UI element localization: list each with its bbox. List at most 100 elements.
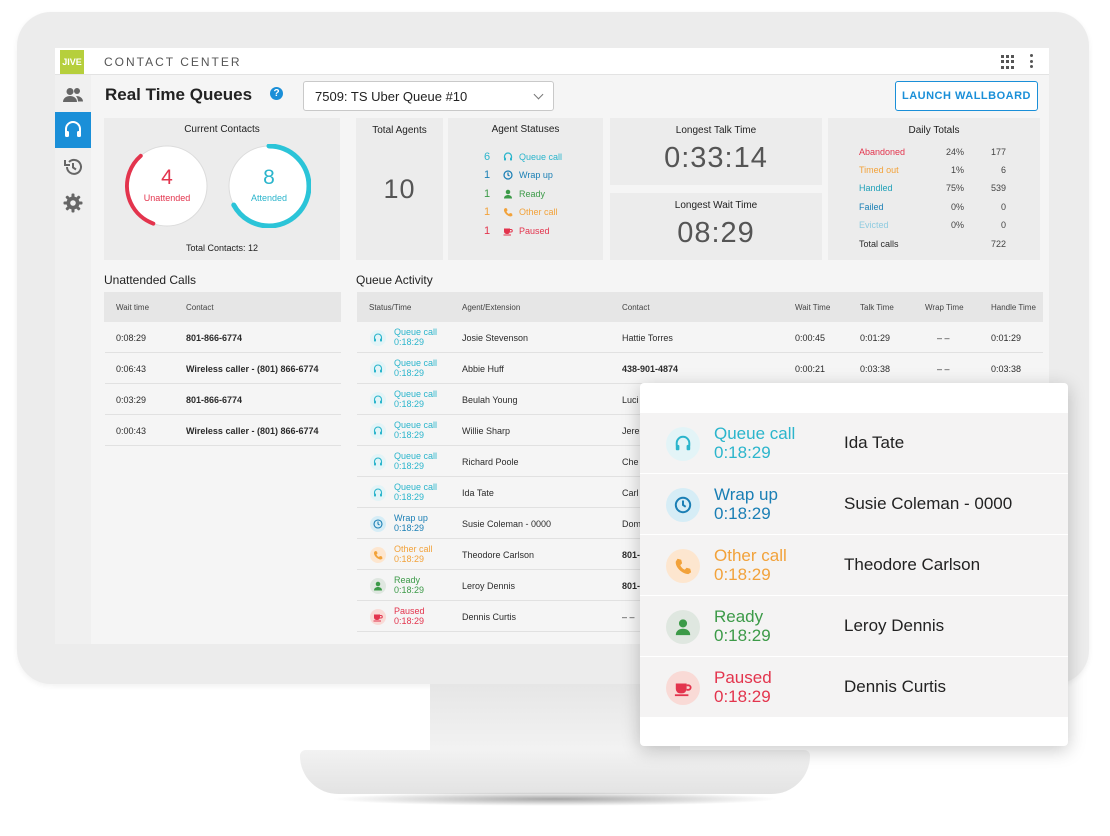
clock-icon [370, 516, 386, 532]
phone-icon [666, 549, 700, 583]
coffee-icon [503, 228, 513, 236]
status-name: Queue call [394, 451, 438, 461]
wait-time: 0:03:29 [116, 395, 147, 405]
col-wait-time[interactable]: Wait time [116, 303, 150, 312]
agent-statuses-card: Agent Statuses 6 Queue call 1 Wrap up 1 … [448, 118, 603, 260]
agent-name: Abbie Huff [462, 364, 504, 374]
daily-handled-row: Handled 75% 539 [828, 183, 1040, 197]
status-label: Queue call [519, 152, 563, 162]
agent-name: Dennis Curtis [462, 612, 517, 622]
agent-name: Theodore Carlson [462, 550, 535, 560]
wait-time: 0:06:43 [116, 364, 147, 374]
daily-total-label: Total calls [859, 239, 899, 249]
sidebar [55, 75, 91, 644]
col-wait-time[interactable]: Wait Time [795, 303, 831, 312]
contact: Luci [622, 395, 639, 405]
unattended-row[interactable]: 0:08:29 801-866-6774 [105, 322, 341, 353]
daily-count: 6 [1000, 165, 1006, 175]
status-name: Queue call [394, 327, 438, 337]
page-title: Real Time Queues [105, 85, 253, 104]
more-vertical-icon[interactable] [1030, 54, 1034, 68]
agent-name: Susie Coleman - 0000 [462, 519, 552, 529]
status-time: 0:18:29 [714, 504, 771, 523]
sidebar-item-settings[interactable] [55, 185, 91, 221]
headset-icon [370, 454, 386, 470]
main-content: Real Time Queues ? 7509: TS Uber Queue #… [91, 75, 1049, 644]
sidebar-item-queues[interactable] [55, 112, 91, 148]
handle-time: 0:01:29 [991, 333, 1022, 343]
status-other-call: 1 Other call [448, 206, 598, 220]
help-icon[interactable]: ? [270, 87, 283, 100]
status-time: 0:18:29 [714, 687, 771, 706]
status-count: 6 [483, 151, 491, 163]
col-contact[interactable]: Contact [186, 303, 214, 312]
agent-name: Ida Tate [462, 488, 494, 498]
sidebar-item-history[interactable] [55, 149, 91, 185]
unattended-table-header: Wait time Contact [104, 292, 341, 322]
zoomed-status-row[interactable]: Queue call 0:18:29 Ida Tate [640, 413, 1068, 473]
daily-count: 0 [1000, 220, 1006, 230]
status-name: Paused [714, 668, 772, 687]
unattended-row[interactable]: 0:03:29 801-866-6774 [105, 384, 341, 415]
longest-wait-title: Longest Wait Time [674, 200, 758, 211]
daily-pct: 24% [945, 147, 964, 157]
apps-grid-icon[interactable] [1001, 55, 1015, 69]
contact: Che [622, 457, 639, 467]
status-name: Ready [394, 575, 421, 585]
handle-time: 0:03:38 [991, 364, 1022, 374]
status-name: Queue call [714, 424, 796, 443]
status-queue-call: 6 Queue call [448, 151, 598, 165]
daily-count: 0 [1000, 202, 1006, 212]
status-label: Paused [519, 226, 550, 236]
status-wrap-up: 1 Wrap up [448, 169, 598, 183]
col-contact[interactable]: Contact [622, 303, 650, 312]
headset-icon [370, 423, 386, 439]
clock-icon [666, 488, 700, 522]
attended-label: Attended [250, 193, 288, 203]
zoomed-status-row[interactable]: Paused 0:18:29 Dennis Curtis [640, 657, 1068, 717]
col-handle-time[interactable]: Handle Time [991, 303, 1036, 312]
status-name: Wrap up [714, 485, 778, 504]
monitor-stand-base [300, 750, 810, 794]
zoomed-status-row[interactable]: Other call 0:18:29 Theodore Carlson [640, 535, 1068, 595]
status-time: 0:18:29 [714, 565, 771, 584]
headset-icon [370, 361, 386, 377]
chevron-down-icon [533, 89, 544, 100]
unattended-row[interactable]: 0:00:43 Wireless caller - (801) 866-6774 [105, 415, 341, 446]
unattended-row[interactable]: 0:06:43 Wireless caller - (801) 866-6774 [105, 353, 341, 384]
launch-wallboard-button[interactable]: LAUNCH WALLBOARD [895, 81, 1038, 111]
col-talk-time[interactable]: Talk Time [860, 303, 894, 312]
agent-name: Josie Stevenson [462, 333, 529, 343]
status-name: Queue call [394, 389, 438, 399]
contact: Carl [622, 488, 639, 498]
current-contacts-title: Current Contacts [184, 124, 260, 135]
queue-activity-row[interactable]: Queue call 0:18:29 Josie Stevenson Hattie T… [357, 322, 1043, 353]
wrap-time: – – [937, 364, 950, 374]
status-paused: 1 Paused [448, 225, 598, 239]
agent-name: Theodore Carlson [844, 555, 981, 574]
daily-total-value: 722 [990, 239, 1006, 249]
col-agent-extension[interactable]: Agent/Extension [462, 303, 521, 312]
sidebar-item-users[interactable] [55, 77, 91, 113]
longest-talk-value: 0:33:14 [664, 142, 768, 174]
status-time: 0:18:29 [714, 443, 771, 462]
status-time: 0:18:29 [714, 626, 771, 645]
status-label: Ready [519, 189, 546, 199]
col-wrap-time[interactable]: Wrap Time [925, 303, 964, 312]
status-label: Other call [519, 207, 558, 217]
queue-activity-row[interactable]: Queue call 0:18:29 Abbie Huff 438-901-4874 0… [357, 353, 1043, 384]
wait-time: 0:00:43 [116, 426, 147, 436]
wrap-time: – – [937, 333, 950, 343]
agent-name: Leroy Dennis [844, 616, 945, 635]
zoomed-status-row[interactable]: Wrap up 0:18:29 Susie Coleman - 0000 [640, 474, 1068, 534]
zoomed-status-row[interactable]: Ready 0:18:29 Leroy Dennis [640, 596, 1068, 656]
wait-time: 0:00:21 [795, 364, 826, 374]
status-name: Queue call [394, 482, 438, 492]
contact: 801-866-6774 [186, 395, 243, 405]
queue-select[interactable]: 7509: TS Uber Queue #10 [303, 81, 554, 111]
col-status-time[interactable]: Status/Time [369, 303, 412, 312]
headset-icon [666, 427, 700, 461]
jive-logo[interactable]: JIVE [60, 50, 84, 74]
daily-pct: 75% [945, 183, 964, 193]
status-ready: 1 Ready [448, 188, 598, 202]
